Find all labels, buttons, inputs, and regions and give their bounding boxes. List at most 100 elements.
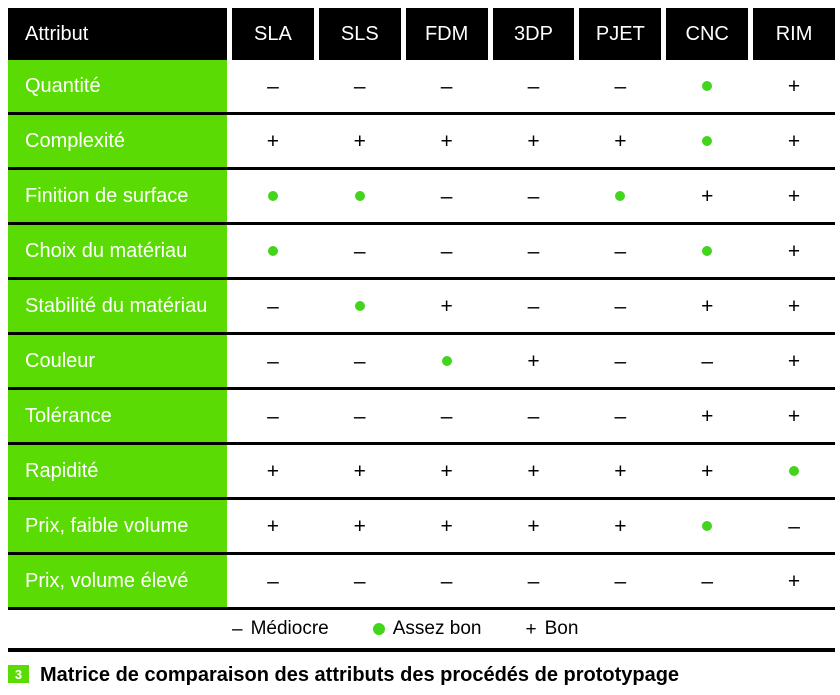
- matrix-cell: –: [579, 60, 661, 112]
- legend-item: + Bon: [525, 618, 578, 640]
- row-label: Quantité: [8, 60, 227, 112]
- minus-icon: –: [614, 569, 627, 593]
- minus-icon: –: [267, 569, 279, 593]
- matrix-cell: +: [406, 445, 488, 497]
- matrix-cell: +: [666, 280, 748, 332]
- table-row: Prix, faible volume + + + + + –: [8, 500, 835, 555]
- minus-icon: –: [614, 404, 627, 428]
- plus-icon: +: [353, 459, 366, 483]
- minus-icon: –: [614, 74, 627, 98]
- plus-icon: +: [527, 129, 540, 153]
- minus-icon: –: [440, 569, 453, 593]
- matrix-cell: +: [493, 335, 575, 387]
- row-label: Stabilité du matériau: [8, 280, 227, 332]
- matrix-cell: +: [753, 225, 835, 277]
- matrix-cell: –: [579, 555, 661, 607]
- matrix-cell: –: [493, 280, 575, 332]
- assez-bon-dot-icon: [702, 521, 713, 531]
- matrix-cell: –: [493, 390, 575, 442]
- matrix-cell: +: [666, 170, 748, 222]
- matrix-cell: [666, 500, 748, 552]
- matrix-cell: –: [232, 390, 314, 442]
- matrix-cell: [666, 60, 748, 112]
- matrix-cell: +: [319, 445, 401, 497]
- matrix-cell: +: [406, 280, 488, 332]
- minus-icon: –: [267, 349, 279, 373]
- matrix-header-row: Attribut SLA SLS FDM 3DP PJET CNC RIM: [8, 8, 835, 60]
- table-row: Quantité – – – – – +: [8, 60, 835, 115]
- table-row: Rapidité + + + + + +: [8, 445, 835, 500]
- minus-icon: –: [701, 569, 714, 593]
- plus-icon: +: [787, 129, 801, 153]
- assez-bon-dot-icon: [789, 466, 800, 476]
- matrix-cell: –: [319, 225, 401, 277]
- matrix-cell: [666, 225, 748, 277]
- column-header-cnc: CNC: [666, 8, 749, 60]
- minus-icon: –: [440, 184, 453, 208]
- minus-icon: –: [527, 239, 540, 263]
- minus-icon: –: [527, 74, 540, 98]
- plus-icon: +: [701, 404, 714, 428]
- table-row: Finition de surface – – + +: [8, 170, 835, 225]
- minus-icon: –: [353, 239, 366, 263]
- column-header-3dp: 3DP: [492, 8, 575, 60]
- matrix-body: Quantité – – – – – + Complexité + + + + + + Finition d…: [8, 60, 835, 610]
- plus-icon: +: [701, 459, 714, 483]
- assez-bon-dot-icon: [267, 191, 278, 201]
- matrix-cell: –: [493, 170, 575, 222]
- minus-icon: –: [353, 74, 366, 98]
- minus-icon: –: [353, 569, 366, 593]
- assez-bon-dot-icon: [702, 246, 713, 256]
- plus-icon: +: [701, 184, 714, 208]
- matrix-cell: –: [579, 390, 661, 442]
- matrix-cell: +: [579, 115, 661, 167]
- matrix-cell: +: [753, 555, 835, 607]
- table-row: Prix, volume élevé – – – – – – +: [8, 555, 835, 610]
- matrix-cell: +: [493, 500, 575, 552]
- row-label: Complexité: [8, 115, 227, 167]
- plus-icon: +: [266, 459, 280, 483]
- matrix-cell: +: [319, 500, 401, 552]
- matrix-cell: +: [579, 500, 661, 552]
- minus-icon: –: [353, 349, 366, 373]
- legend-item: – Médiocre: [232, 618, 329, 640]
- table-row: Choix du matériau – – – – +: [8, 225, 835, 280]
- matrix-cell: –: [493, 225, 575, 277]
- matrix-cell: +: [753, 170, 835, 222]
- matrix-cell: –: [406, 60, 488, 112]
- matrix-cell: –: [319, 60, 401, 112]
- plus-icon: +: [440, 129, 453, 153]
- matrix-cell: [406, 335, 488, 387]
- figure-caption: 3 Matrice de comparaison des attributs d…: [8, 663, 835, 687]
- column-header-fdm: FDM: [405, 8, 488, 60]
- matrix-cell: +: [493, 115, 575, 167]
- row-label: Prix, faible volume: [8, 500, 227, 552]
- legend-item: Assez bon: [372, 618, 481, 640]
- matrix-cell: –: [406, 170, 488, 222]
- figure-bottom-rule: [8, 648, 835, 652]
- plus-icon: +: [701, 294, 714, 318]
- plus-icon: +: [353, 129, 366, 153]
- plus-icon: +: [440, 459, 453, 483]
- minus-icon: –: [614, 294, 627, 318]
- matrix-cell: [232, 225, 314, 277]
- matrix-cell: –: [666, 335, 748, 387]
- assez-bon-dot-icon: [372, 623, 385, 635]
- matrix-cell: [232, 170, 314, 222]
- column-header-rim: RIM: [753, 8, 835, 60]
- legend-item-label: Bon: [544, 618, 579, 639]
- matrix-cell: +: [753, 335, 835, 387]
- matrix-cell: –: [579, 335, 661, 387]
- assez-bon-dot-icon: [702, 81, 713, 91]
- matrix-cell: –: [319, 555, 401, 607]
- table-row: Complexité + + + + + +: [8, 115, 835, 170]
- plus-icon: +: [787, 74, 801, 98]
- matrix-cell: +: [666, 445, 748, 497]
- minus-icon: –: [232, 618, 243, 640]
- row-label: Rapidité: [8, 445, 227, 497]
- plus-icon: +: [787, 184, 801, 208]
- plus-icon: +: [527, 459, 540, 483]
- matrix-cell: +: [753, 115, 835, 167]
- figure-number-badge: 3: [8, 665, 29, 683]
